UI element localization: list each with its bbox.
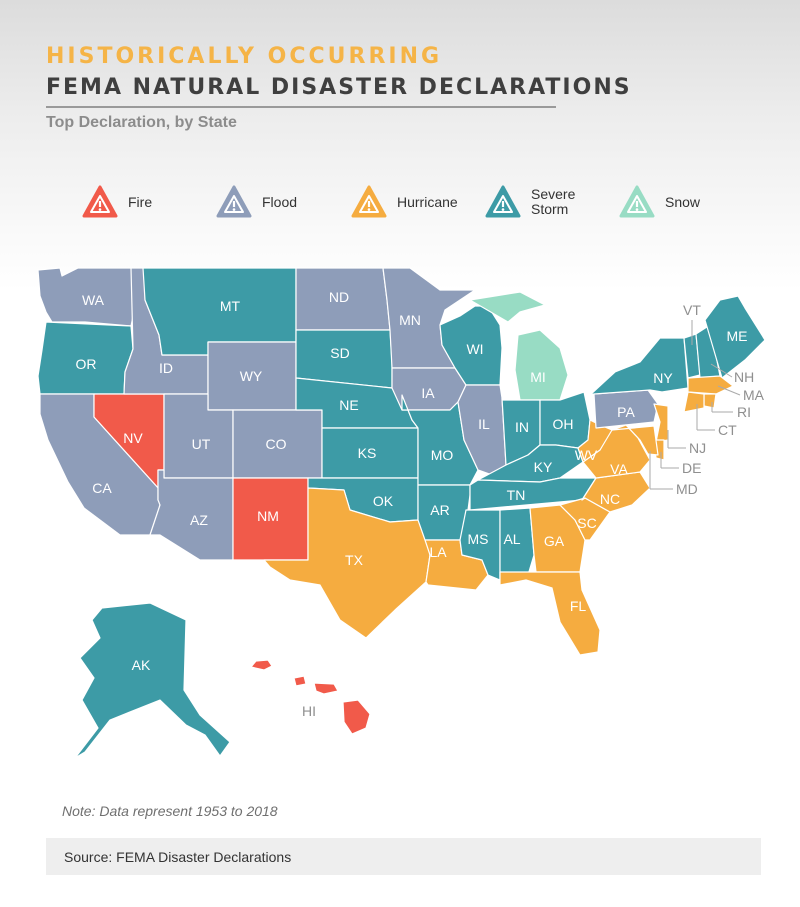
state-label-nv: NV	[123, 430, 143, 446]
fire-warning-icon	[82, 185, 118, 218]
title-divider	[46, 106, 556, 108]
state-label-mn: MN	[399, 312, 421, 328]
state-label-nj: NJ	[689, 440, 706, 456]
state-label-ny: NY	[653, 370, 673, 386]
note: Note: Data represent 1953 to 2018	[62, 803, 278, 819]
title-line-1: HISTORICALLY OCCURRING	[46, 44, 443, 69]
state-wi	[439, 305, 503, 386]
state-label-ok: OK	[373, 493, 394, 509]
state-fl	[499, 571, 601, 656]
flood-warning-icon	[216, 185, 252, 218]
leader-line	[710, 363, 733, 378]
state-label-az: AZ	[190, 512, 208, 528]
state-me	[704, 295, 766, 379]
state-label-ia: IA	[421, 385, 435, 401]
state-nj	[653, 403, 669, 443]
state-label-vt: VT	[683, 302, 701, 318]
state-label-ct: CT	[718, 422, 737, 438]
state-label-nh: NH	[734, 369, 754, 385]
state-label-ma: MA	[743, 387, 765, 403]
state-label-mi: MI	[530, 369, 546, 385]
state-label-al: AL	[503, 531, 520, 547]
legend-item-severe-storm: Severe Storm	[485, 184, 581, 220]
state-label-wv: WV	[575, 447, 598, 463]
state-label-tn: TN	[507, 487, 526, 503]
state-label-va: VA	[610, 461, 628, 477]
legend-label-severe-storm: Severe Storm	[531, 186, 576, 217]
state-label-tx: TX	[345, 552, 364, 568]
state-hi	[250, 659, 371, 735]
state-al	[499, 507, 535, 581]
state-label-co: CO	[266, 436, 287, 452]
state-label-de: DE	[682, 460, 701, 476]
legend-item-hurricane: Hurricane	[351, 184, 458, 220]
state-label-id: ID	[159, 360, 173, 376]
state-label-me: ME	[727, 328, 748, 344]
hurricane-warning-icon	[351, 185, 387, 218]
state-label-ga: GA	[544, 533, 565, 549]
title-line-2: FEMA NATURAL DISASTER DECLARATIONS	[46, 75, 632, 100]
state-mi	[469, 291, 569, 401]
leader-line	[717, 385, 741, 396]
source-box: Source: FEMA Disaster Declarations	[46, 838, 761, 875]
subtitle: Top Declaration, by State	[46, 114, 237, 131]
state-label-ca: CA	[92, 480, 112, 496]
state-label-nd: ND	[329, 289, 349, 305]
state-label-mt: MT	[220, 298, 241, 314]
severe-storm-warning-icon	[485, 185, 521, 218]
state-label-la: LA	[429, 544, 447, 560]
state-label-ut: UT	[192, 436, 211, 452]
state-label-ms: MS	[468, 531, 489, 547]
state-label-oh: OH	[553, 416, 574, 432]
state-ny	[589, 337, 689, 396]
legend-item-snow: Snow	[619, 184, 700, 220]
source-text: Source: FEMA Disaster Declarations	[64, 849, 292, 865]
legend-label-snow: Snow	[665, 193, 701, 210]
state-label-ks: KS	[358, 445, 377, 461]
state-md	[611, 424, 659, 456]
state-label-ar: AR	[430, 502, 449, 518]
state-label-nm: NM	[257, 508, 279, 524]
state-label-sc: SC	[577, 515, 596, 531]
state-label-or: OR	[76, 356, 97, 372]
state-label-pa: PA	[617, 404, 635, 420]
state-ak	[74, 602, 231, 759]
state-label-il: IL	[478, 416, 490, 432]
state-label-wy: WY	[240, 368, 263, 384]
state-label-fl: FL	[570, 598, 587, 614]
legend-item-flood: Flood	[216, 184, 297, 220]
state-label-nc: NC	[600, 491, 620, 507]
legend-label-fire: Fire	[128, 193, 153, 210]
snow-warning-icon	[619, 185, 655, 218]
state-label-ne: NE	[339, 397, 358, 413]
legend-item-fire: Fire	[82, 184, 152, 220]
state-tn	[469, 477, 597, 511]
state-ma	[687, 375, 734, 395]
legend-label-hurricane: Hurricane	[397, 193, 458, 210]
state-label-ak: AK	[132, 657, 151, 673]
legend-label-flood: Flood	[262, 193, 298, 210]
state-label-wi: WI	[466, 341, 483, 357]
state-label-wa: WA	[82, 292, 105, 308]
state-label-hi: HI	[302, 703, 316, 719]
state-label-md: MD	[676, 481, 698, 497]
state-tx	[263, 487, 431, 639]
state-label-mo: MO	[431, 447, 454, 463]
state-ri	[703, 393, 717, 409]
state-label-ri: RI	[737, 404, 751, 420]
state-label-ky: KY	[534, 459, 553, 475]
state-label-in: IN	[515, 419, 529, 435]
state-label-sd: SD	[330, 345, 349, 361]
state-ct	[683, 391, 705, 413]
